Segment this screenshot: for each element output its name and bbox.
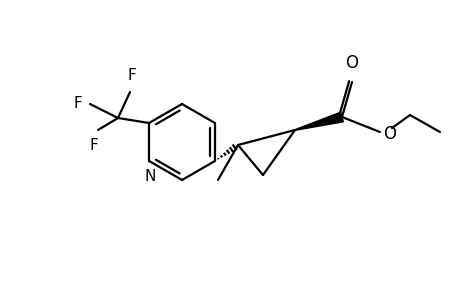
Polygon shape xyxy=(294,112,342,130)
Text: O: O xyxy=(382,125,395,143)
Text: N: N xyxy=(144,169,156,184)
Text: F: F xyxy=(73,95,82,110)
Text: F: F xyxy=(90,138,98,153)
Text: F: F xyxy=(127,68,136,83)
Text: O: O xyxy=(345,54,358,72)
